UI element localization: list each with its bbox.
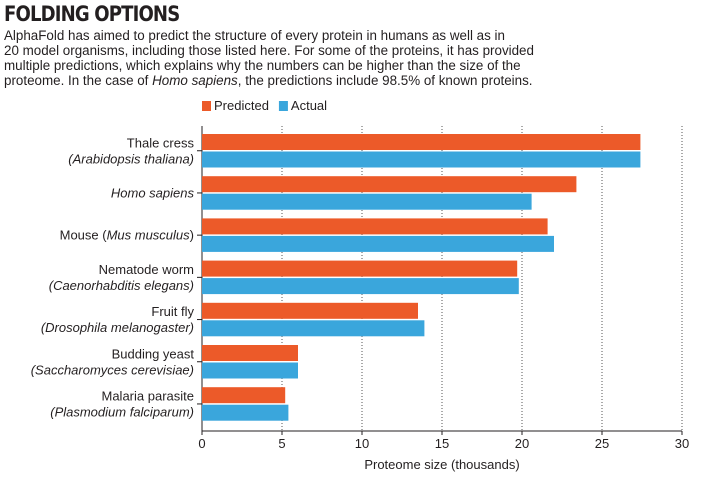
legend-label: Predicted: [214, 98, 269, 113]
x-axis-label: Proteome size (thousands): [364, 457, 519, 472]
bar-actual: [202, 151, 641, 168]
category-label-run: Mus musculus: [107, 228, 191, 243]
category-label-run: (Drosophila melanogaster): [41, 320, 194, 335]
subtitle-line: multiple predictions, which explains why…: [4, 58, 564, 73]
subtitle-line: proteome. In the case of Homo sapiens, t…: [4, 73, 564, 88]
bar-predicted: [202, 387, 286, 404]
category-label: Mouse (Mus musculus): [60, 228, 194, 243]
x-tick-label: 5: [278, 436, 285, 451]
x-tick-label: 20: [515, 436, 529, 451]
bar-actual: [202, 193, 532, 210]
category-label: (Drosophila melanogaster): [41, 320, 194, 335]
category-label-run: Homo sapiens: [111, 185, 195, 200]
subtitle-run: AlphaFold has aimed to predict the struc…: [4, 28, 505, 43]
category-label-run: Malaria parasite: [102, 388, 195, 403]
category-label: (Plasmodium falciparum): [50, 404, 194, 419]
bar-actual: [202, 278, 519, 295]
bar-actual: [202, 404, 289, 421]
bar-predicted: [202, 345, 298, 361]
bar-predicted: [202, 218, 548, 235]
category-label: Thale cress: [127, 135, 195, 150]
category-label-run: Mouse (: [60, 228, 108, 243]
legend-swatch: [202, 101, 211, 111]
category-label: Homo sapiens: [111, 185, 195, 200]
category-label-run: Fruit fly: [151, 304, 194, 319]
category-label: Budding yeast: [112, 346, 195, 361]
x-tick-label: 15: [435, 436, 449, 451]
bar-predicted: [202, 176, 577, 193]
category-label: Malaria parasite: [102, 388, 195, 403]
subtitle-run: proteome. In the case of: [4, 73, 153, 88]
category-label: (Caenorhabditis elegans): [49, 278, 194, 293]
category-label-run: (Plasmodium falciparum): [50, 404, 194, 419]
x-tick-label: 0: [198, 436, 205, 451]
category-label-run: Thale cress: [127, 135, 195, 150]
category-label-run: Budding yeast: [112, 346, 195, 361]
subtitle-run: , the predictions include 98.5% of known…: [237, 73, 533, 88]
subtitle-run: multiple predictions, which explains why…: [4, 58, 521, 73]
legend-label: Actual: [291, 98, 327, 113]
category-label: (Arabidopsis thaliana): [68, 151, 194, 166]
category-label-run: (Caenorhabditis elegans): [49, 278, 194, 293]
category-label-run: ): [190, 228, 194, 243]
chart-subtitle: AlphaFold has aimed to predict the struc…: [4, 28, 564, 88]
subtitle-line: AlphaFold has aimed to predict the struc…: [4, 28, 564, 43]
bar-actual: [202, 320, 425, 337]
x-tick-label: 10: [355, 436, 369, 451]
subtitle-run: 20 model organisms, including those list…: [4, 43, 534, 58]
subtitle-line: 20 model organisms, including those list…: [4, 43, 564, 58]
category-label: (Saccharomyces cerevisiae): [31, 362, 194, 377]
bar-actual: [202, 235, 554, 252]
x-tick-label: 25: [595, 436, 609, 451]
category-label-run: (Saccharomyces cerevisiae): [31, 362, 194, 377]
bar-predicted: [202, 134, 641, 150]
category-label-run: (Arabidopsis thaliana): [68, 151, 194, 166]
category-label: Fruit fly: [151, 304, 194, 319]
category-label: Nematode worm: [99, 262, 194, 277]
x-tick-label: 30: [675, 436, 689, 451]
bar-predicted: [202, 260, 518, 277]
bar-actual: [202, 362, 298, 379]
legend-swatch: [278, 101, 288, 111]
bar-predicted: [202, 302, 418, 319]
subtitle-run: Homo sapiens: [152, 73, 238, 88]
category-label-run: Nematode worm: [99, 262, 194, 277]
chart-title: FOLDING OPTIONS: [4, 2, 180, 26]
